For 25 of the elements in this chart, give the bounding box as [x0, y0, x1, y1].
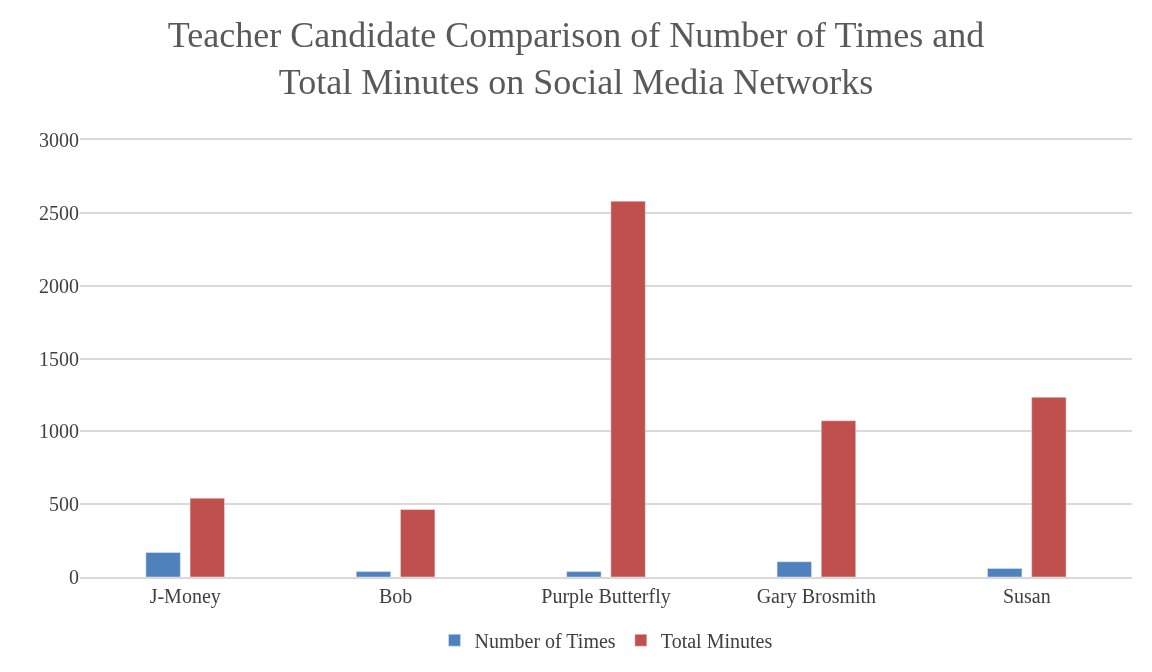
y-tick-label: 2500 — [39, 201, 79, 224]
chart-title: Teacher Candidate Comparison of Number of Times and Total Minutes on Social Media Networks — [167, 15, 985, 102]
bar — [189, 497, 225, 577]
y-tick-label: 1500 — [39, 347, 79, 370]
y-tick-label: 1000 — [39, 420, 79, 443]
x-tick-label: Bob — [378, 585, 413, 607]
bar — [610, 200, 646, 577]
bar — [356, 571, 391, 577]
bar — [987, 568, 1023, 577]
x-tick-label: Purple Butterfly — [541, 585, 671, 608]
bar — [400, 509, 436, 577]
x-tick-label: Gary Brosmith — [756, 585, 877, 608]
y-tick-label: 500 — [49, 493, 79, 516]
bar — [566, 571, 602, 577]
x-tick-label: Susan — [1002, 585, 1051, 607]
bar — [1031, 397, 1067, 577]
legend-label: Number of Times — [474, 630, 616, 652]
bar — [821, 420, 856, 577]
y-tick-label: 3000 — [39, 129, 79, 151]
x-tick-label: J-Money — [149, 585, 221, 608]
bar — [145, 552, 181, 577]
y-tick-label: 0 — [69, 566, 79, 588]
y-tick-label: 2000 — [39, 274, 79, 297]
legend-label: Total Minutes — [660, 630, 773, 652]
bar — [776, 561, 812, 577]
